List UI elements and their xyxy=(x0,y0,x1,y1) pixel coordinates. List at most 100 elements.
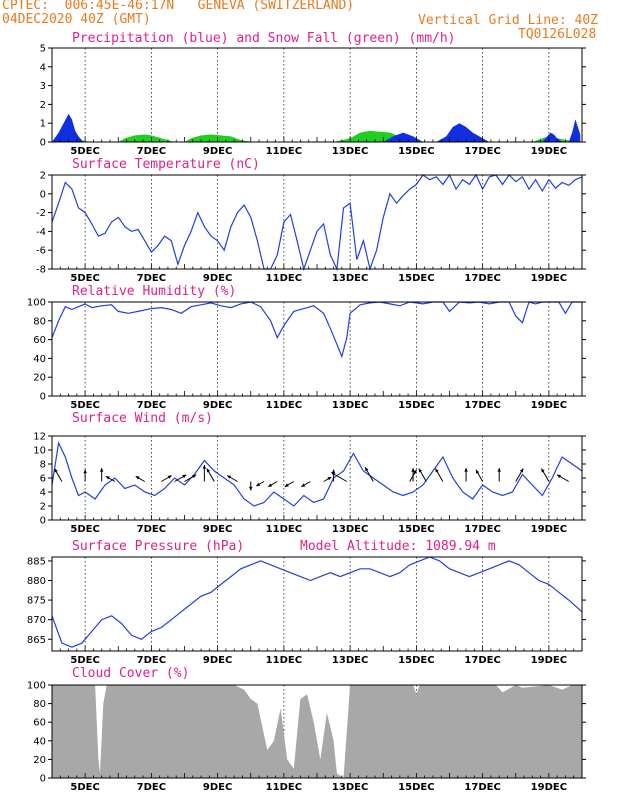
x-tick-label: 9DEC xyxy=(203,146,232,157)
x-tick-label: 15DEC xyxy=(398,400,434,411)
wind-arrow-head xyxy=(418,468,423,473)
x-tick-label: 5DEC xyxy=(70,400,99,411)
x-tick-label: 15DEC xyxy=(398,273,434,284)
y-tick-label: 0 xyxy=(40,516,46,527)
x-tick-label: 9DEC xyxy=(203,400,232,411)
wind-arrow-head xyxy=(268,483,273,487)
y-tick-label: -6 xyxy=(36,246,46,257)
x-tick-label: 11DEC xyxy=(266,655,302,666)
x-tick-label: 9DEC xyxy=(203,782,232,793)
panel-frame xyxy=(51,174,583,270)
y-tick-label: 2 xyxy=(40,502,46,513)
header-location: CPTEC: 006:45E-46:17N GENEVA (SWITZERLAN… xyxy=(2,0,355,13)
y-tick-label: 10 xyxy=(33,446,46,457)
x-tick-label: 15DEC xyxy=(398,146,434,157)
wind-arrow-head xyxy=(497,468,501,472)
x-tick-label: 19DEC xyxy=(531,146,567,157)
x-tick-label: 13DEC xyxy=(332,400,368,411)
series-line xyxy=(51,440,583,507)
panel-frame xyxy=(51,301,583,397)
y-tick-label: 865 xyxy=(27,635,46,646)
y-tick-label: 40 xyxy=(33,736,46,747)
x-tick-label: 17DEC xyxy=(464,782,500,793)
wind-arrow-head xyxy=(331,472,336,476)
y-tick-label: 0 xyxy=(40,189,46,200)
x-tick-label: 7DEC xyxy=(137,146,166,157)
y-tick-label: 1 xyxy=(40,119,46,130)
y-tick-label: 885 xyxy=(27,556,46,567)
x-tick-label: 13DEC xyxy=(332,655,368,666)
x-tick-label: 11DEC xyxy=(266,273,302,284)
panel-title: Precipitation (blue) and Snow Fall (gree… xyxy=(72,31,456,46)
panel-title: Surface Wind (m/s) xyxy=(72,411,213,426)
series-line xyxy=(51,173,583,272)
x-tick-label: 13DEC xyxy=(332,782,368,793)
x-tick-label: 19DEC xyxy=(531,400,567,411)
x-tick-label: 5DEC xyxy=(70,655,99,666)
x-tick-label: 7DEC xyxy=(137,782,166,793)
x-tick-label: 7DEC xyxy=(137,655,166,666)
x-tick-label: 11DEC xyxy=(266,782,302,793)
wind-arrow-head xyxy=(135,476,140,480)
x-tick-label: 9DEC xyxy=(203,655,232,666)
wind-arrow-head xyxy=(475,469,480,474)
x-tick-label: 17DEC xyxy=(464,146,500,157)
panel-title: Cloud Cover (%) xyxy=(72,666,189,681)
y-tick-label: 20 xyxy=(33,373,46,384)
wind-arrow-head xyxy=(435,468,439,473)
y-tick-label: 12 xyxy=(33,432,46,443)
x-tick-label: 9DEC xyxy=(203,273,232,284)
x-tick-label: 11DEC xyxy=(266,400,302,411)
x-tick-label: 17DEC xyxy=(464,655,500,666)
y-tick-label: -2 xyxy=(36,208,46,219)
x-tick-label: 5DEC xyxy=(70,273,99,284)
header-code: TQ0126L028 xyxy=(518,27,597,42)
panel-frame xyxy=(51,556,583,652)
wind-arrow-head xyxy=(519,468,524,473)
wind-arrow-head xyxy=(301,483,306,487)
y-tick-label: 80 xyxy=(33,699,46,710)
y-tick-label: 80 xyxy=(33,316,46,327)
x-tick-label: 19DEC xyxy=(531,655,567,666)
x-tick-label: 5DEC xyxy=(70,524,99,535)
y-tick-label: 8 xyxy=(40,460,46,471)
wind-arrow-head xyxy=(327,477,332,481)
x-tick-label: 15DEC xyxy=(398,655,434,666)
wind-arrow-head xyxy=(99,468,104,472)
x-tick-label: 11DEC xyxy=(266,524,302,535)
y-tick-label: 60 xyxy=(33,335,46,346)
x-tick-label: 7DEC xyxy=(137,400,166,411)
y-tick-label: 0 xyxy=(40,138,46,149)
wind-arrow-head xyxy=(202,465,207,469)
y-tick-label: 100 xyxy=(27,681,46,692)
wind-arrow-head xyxy=(105,476,110,480)
panel-title: Surface Temperature (nC) xyxy=(72,157,260,172)
y-tick-label: 2 xyxy=(40,171,46,182)
wind-arrow-head xyxy=(167,475,172,479)
x-tick-label: 9DEC xyxy=(203,524,232,535)
header-date: 04DEC2020 40Z (GMT) xyxy=(2,12,151,27)
wind-arrow-head xyxy=(256,482,261,486)
y-tick-label: 0 xyxy=(40,392,46,403)
wind-arrow-head xyxy=(83,469,87,474)
wind-arrow-head xyxy=(249,486,253,491)
panel-title: Surface Pressure (hPa) xyxy=(72,539,244,554)
x-tick-label: 17DEC xyxy=(464,273,500,284)
wind-arrow-head xyxy=(284,483,289,487)
wind-arrow-head xyxy=(411,468,415,472)
wind-arrow-head xyxy=(182,474,187,479)
x-tick-label: 13DEC xyxy=(332,146,368,157)
y-tick-label: 6 xyxy=(40,474,46,485)
x-tick-label: 13DEC xyxy=(332,273,368,284)
wind-arrow-head xyxy=(192,474,197,479)
x-tick-label: 15DEC xyxy=(398,782,434,793)
x-tick-label: 19DEC xyxy=(531,273,567,284)
series-line xyxy=(51,301,582,359)
y-tick-label: 875 xyxy=(27,596,46,607)
y-tick-label: 100 xyxy=(27,298,46,309)
y-tick-label: 3 xyxy=(40,81,46,92)
cloud-cover-area xyxy=(52,685,582,778)
wind-arrow-head xyxy=(206,468,211,473)
wind-arrow-head xyxy=(413,469,417,474)
